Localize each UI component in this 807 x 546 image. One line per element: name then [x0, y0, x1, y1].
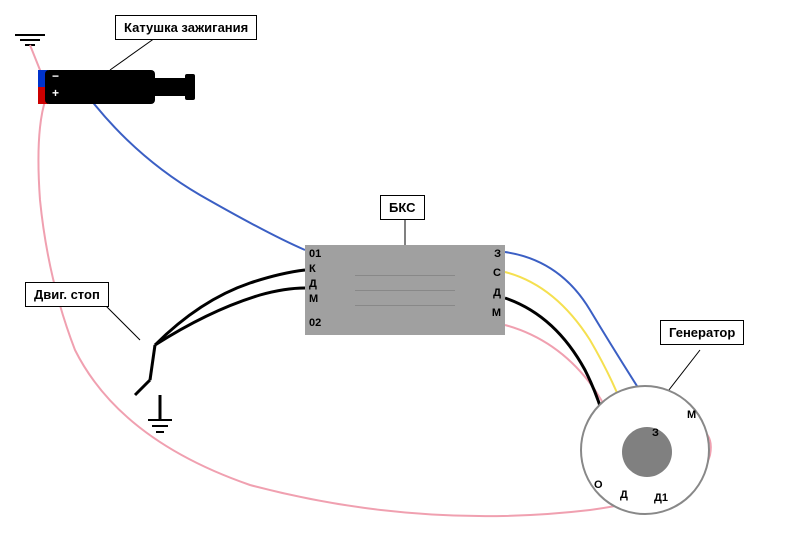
leader-coil: [110, 38, 155, 70]
ground-symbol: [15, 35, 45, 75]
ignition-coil-tip: [155, 78, 185, 96]
label-engine-stop: Двиг. стоп: [25, 282, 109, 307]
ignition-coil-end: [185, 74, 195, 100]
bkc-pin-s: С: [493, 267, 501, 279]
leader-gen: [665, 350, 700, 395]
coil-minus-sign: −: [52, 69, 59, 83]
bkc-pin-02: 02: [309, 317, 321, 329]
bkc-pin-d-right: Д: [493, 287, 501, 299]
bkc-pin-k: К: [309, 263, 316, 275]
gen-pin-d1: Д1: [654, 492, 668, 504]
bkc-pin-d-left: Д: [309, 278, 317, 290]
gen-pin-d: Д: [620, 489, 628, 501]
label-generator: Генератор: [660, 320, 744, 345]
bkc-pin-01: 01: [309, 248, 321, 260]
bkc-pin-z: З: [494, 248, 501, 260]
generator-body: М З О Д Д1: [580, 385, 710, 515]
engine-stop-switch: [135, 345, 172, 432]
gen-pin-m: М: [687, 409, 696, 421]
generator-rotor: [622, 427, 672, 477]
wire-black-left: [155, 270, 305, 345]
ignition-coil-body: [45, 70, 155, 104]
gen-pin-o: О: [594, 479, 603, 491]
bkc-pin-m-right: М: [492, 307, 501, 319]
leader-stop: [105, 305, 140, 340]
bkc-pin-m-left: М: [309, 293, 318, 305]
bkc-module: 01 К Д М 02 З С Д М: [305, 245, 505, 335]
label-bkc: БКС: [380, 195, 425, 220]
gen-pin-z: З: [652, 427, 659, 439]
label-ignition-coil: Катушка зажигания: [115, 15, 257, 40]
wire-black-left2: [155, 288, 305, 345]
coil-plus-sign: +: [52, 86, 59, 100]
